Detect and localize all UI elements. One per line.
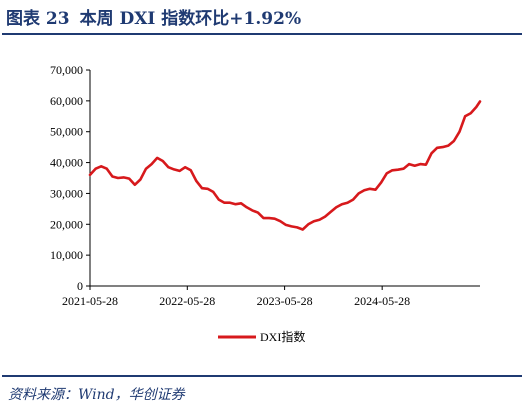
source-rule [2,375,522,377]
title-rule [2,33,522,35]
series-line-dxi [88,100,482,231]
x-tick-label: 2022-05-28 [159,294,215,308]
chart-title: 本周 DXI 指数环比+1.92% [79,9,302,29]
y-tick-label: 0 [77,279,83,293]
figure-title: 图表 23 本周 DXI 指数环比+1.92% [6,4,301,29]
source-note: 资料来源：Wind，华创证券 [8,387,185,403]
y-tick-label: 10,000 [50,248,83,262]
x-tick-label: 2024-05-28 [354,294,410,308]
y-tick-label: 50,000 [50,125,83,139]
chart-axes: 0 10,000 20,000 30,000 40,000 50,000 60,000 70,… [50,63,480,308]
y-tick-label: 20,000 [50,217,83,231]
x-tick-label: 2023-05-28 [257,294,313,308]
y-tick-label: 70,000 [50,63,83,77]
figure-label: 图表 23 [6,9,70,29]
chart-series [88,100,482,231]
x-tick-label: 2021-05-28 [62,294,118,308]
y-tick-label: 60,000 [50,94,83,108]
y-tick-label: 30,000 [50,186,83,200]
legend-label: DXI指数 [260,329,305,344]
y-tick-label: 40,000 [50,156,83,170]
chart-legend: DXI指数 [218,329,305,344]
